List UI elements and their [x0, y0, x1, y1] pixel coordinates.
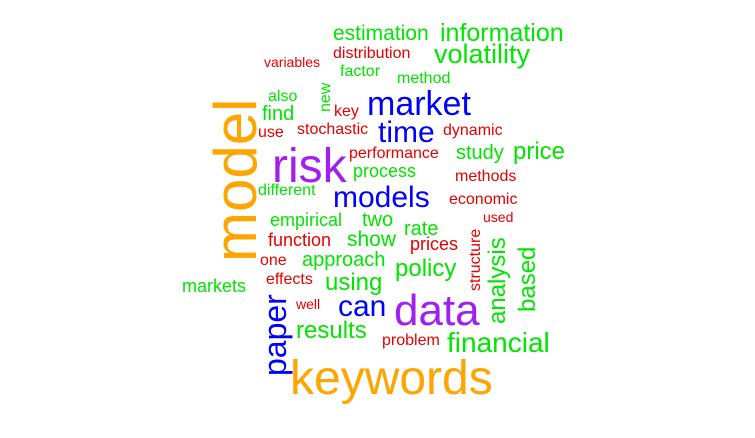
word-find: find — [262, 103, 295, 125]
word-data: data — [394, 286, 480, 335]
word-well: well — [296, 296, 321, 312]
word-different: different — [258, 182, 316, 199]
word-keywords: keywords — [290, 352, 493, 405]
word-analysis: analysis — [484, 237, 511, 324]
word-dynamic: dynamic — [443, 122, 503, 139]
word-variables: variables — [264, 54, 321, 70]
word-financial: financial — [447, 327, 550, 358]
word-paper: paper — [257, 294, 293, 376]
word-stochastic: stochastic — [297, 121, 369, 138]
word-structure: structure — [467, 228, 484, 291]
word-empirical: empirical — [270, 210, 343, 230]
word-market: market — [367, 85, 471, 123]
word-key: key — [334, 103, 359, 120]
word-policy: policy — [395, 255, 457, 282]
word-using: using — [325, 269, 383, 296]
word-methods: methods — [455, 168, 517, 185]
word-two: two — [362, 209, 394, 231]
word-economic: economic — [449, 191, 518, 208]
word-price: price — [513, 138, 566, 165]
word-new: new — [317, 82, 334, 112]
word-method: method — [397, 70, 451, 87]
word-approach: approach — [302, 249, 386, 271]
word-models: models — [333, 181, 430, 214]
word-prices: prices — [410, 234, 459, 254]
word-one: one — [260, 252, 287, 269]
word-information: information — [440, 19, 564, 47]
word-volatility: volatility — [434, 39, 531, 69]
word-time: time — [378, 116, 435, 149]
word-can: can — [338, 290, 387, 323]
word-estimation: estimation — [333, 22, 429, 45]
word-performance: performance — [349, 145, 439, 162]
word-problem: problem — [382, 332, 440, 349]
word-effects: effects — [266, 271, 313, 288]
word-factor: factor — [340, 63, 381, 80]
word-model: model — [202, 98, 269, 262]
word-process: process — [353, 161, 417, 181]
word-rate: rate — [404, 218, 439, 240]
word-risk: risk — [272, 140, 347, 193]
word-function: function — [268, 230, 332, 250]
word-use: use — [258, 124, 284, 141]
word-show: show — [347, 228, 397, 251]
word-used: used — [483, 209, 514, 225]
word-also: also — [268, 88, 298, 105]
word-study: study — [456, 142, 504, 164]
word-results: results — [296, 317, 367, 344]
word-markets: markets — [182, 276, 247, 296]
word-distribution: distribution — [333, 45, 411, 62]
word-based: based — [514, 246, 541, 312]
